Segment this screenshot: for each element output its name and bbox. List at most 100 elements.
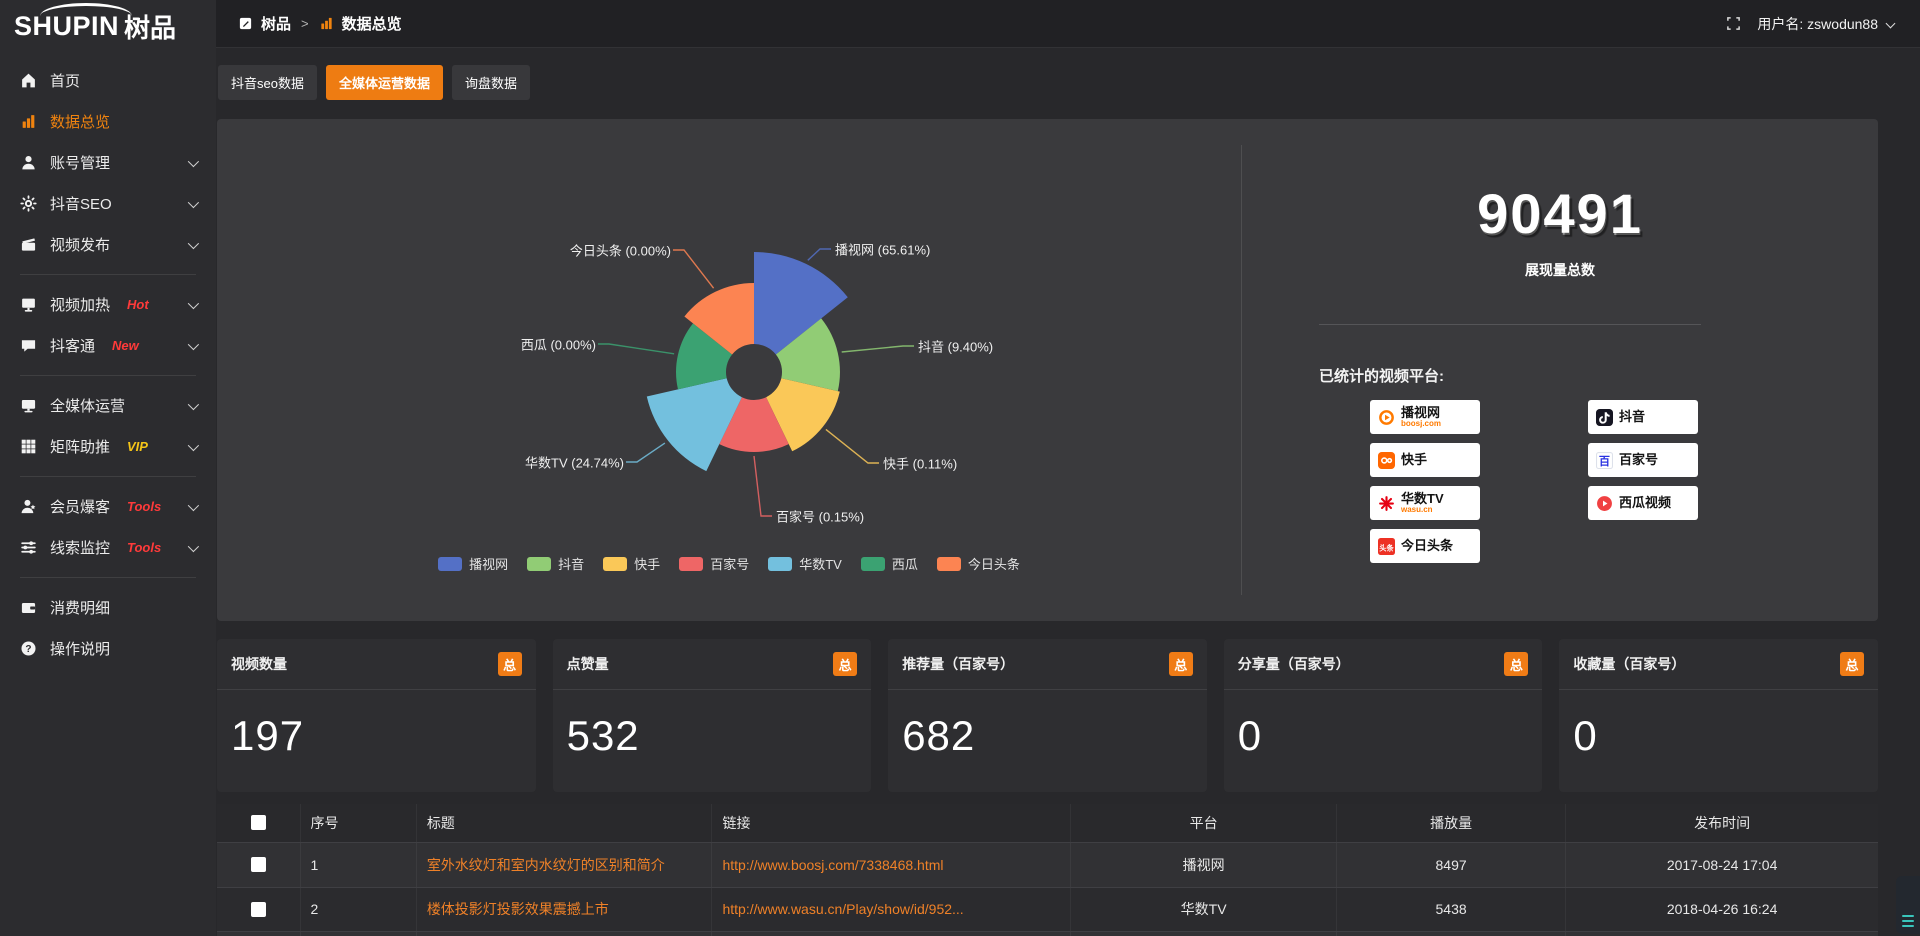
tab-全媒体运营数据[interactable]: 全媒体运营数据 — [325, 65, 443, 100]
tab-抖音seo数据[interactable]: 抖音seo数据 — [218, 65, 317, 100]
legend-swatch — [603, 556, 628, 571]
pie-slice-今日头条[interactable] — [684, 283, 754, 355]
stat-card-header: 分享量（百家号） 总 — [1223, 639, 1543, 690]
pie-label-line-快手 — [825, 428, 879, 464]
legend-swatch — [679, 556, 704, 571]
fullscreen-icon[interactable] — [1726, 16, 1741, 31]
breadcrumb-current: 数据总览 — [341, 16, 402, 33]
monitor-icon — [21, 399, 36, 413]
platform-badge-今日头条: 头条 今日头条 — [1370, 529, 1480, 563]
pie-slice-播视网[interactable] — [754, 252, 848, 355]
chevron-down-icon — [1885, 18, 1896, 29]
pie-slice-华数TV[interactable] — [646, 378, 742, 472]
stat-card-value: 532 — [566, 712, 640, 759]
sidebar-item-视频发布[interactable]: 视频发布 — [0, 224, 216, 265]
baijiahao-icon: 百 — [1596, 451, 1613, 469]
row-checkbox[interactable] — [250, 857, 266, 872]
platform-badge-name: 华数TV — [1401, 490, 1444, 506]
legend-label: 快手 — [634, 557, 661, 572]
legend-item-今日头条[interactable]: 今日头条 — [936, 554, 1020, 573]
xigua-icon — [1597, 495, 1612, 511]
stat-card-分享量（百家号）: 分享量（百家号） 总 0 — [1223, 639, 1543, 792]
pie-slice-百家号[interactable] — [719, 397, 789, 453]
chevron-down-icon — [187, 398, 200, 410]
stat-card-value: 0 — [1237, 712, 1263, 759]
pie-slice-抖音[interactable] — [775, 318, 840, 392]
sidebar-item-label: 数据总览 — [50, 114, 111, 131]
pie-slice-西瓜[interactable] — [676, 323, 733, 390]
platform-badges-left: 播视网 boosj.com 快手 华数TV wasu.cn 头条 今日头条 — [1370, 400, 1480, 563]
sidebar-item-label: 视频加热 — [50, 297, 111, 314]
column-header-平台: 平台 — [1070, 804, 1337, 843]
total-badge: 总 — [1839, 652, 1864, 676]
stat-card-header: 收藏量（百家号） 总 — [1559, 639, 1878, 690]
home-icon — [22, 73, 35, 88]
pie-slice-快手[interactable] — [766, 378, 840, 452]
column-header-标题: 标题 — [416, 804, 713, 843]
sidebar-item-账号管理[interactable]: 账号管理 — [0, 142, 216, 183]
stat-cards: 视频数量 总 197 点赞量 总 532 推荐量（百家号） 总 682 分享量（… — [217, 639, 1878, 792]
sidebar-item-线索监控[interactable]: 线索监控 Tools — [0, 527, 216, 568]
sidebar-item-label: 全媒体运营 — [50, 398, 126, 415]
sidebar-item-label: 首页 — [50, 73, 81, 90]
platform-badge-播视网: 播视网 boosj.com — [1370, 400, 1480, 434]
tab-询盘数据[interactable]: 询盘数据 — [451, 65, 530, 100]
pie-label-line-百家号 — [753, 455, 772, 517]
sidebar-item-数据总览[interactable]: 数据总览 — [0, 101, 216, 142]
sidebar-item-消费明细[interactable]: 消费明细 — [0, 587, 216, 628]
pie-label-西瓜: 西瓜 (0.00%) — [520, 337, 596, 353]
sidebar-item-label: 视频发布 — [50, 237, 111, 254]
select-all-checkbox[interactable] — [250, 815, 266, 831]
sidebar-divider — [20, 476, 196, 477]
platforms-title: 已统计的视频平台: — [1319, 368, 1444, 385]
user-menu[interactable]: 用户名: zswodun88 — [1757, 14, 1896, 34]
sliders-icon — [21, 541, 36, 554]
sidebar-item-视频加热[interactable]: 视频加热 Hot — [0, 284, 216, 325]
legend-swatch — [527, 556, 552, 571]
sidebar-item-首页[interactable]: 首页 — [0, 60, 216, 101]
legend-label: 抖音 — [558, 557, 585, 572]
cell-link[interactable]: http://www.boosj.com/7338468.html — [711, 842, 1072, 888]
sidebar-item-tag: New — [112, 338, 139, 353]
chat-icon — [21, 340, 36, 352]
legend-swatch — [768, 556, 793, 571]
legend-item-抖音[interactable]: 抖音 — [527, 554, 584, 573]
sidebar-item-操作说明[interactable]: ? 操作说明 — [0, 628, 216, 669]
sidebar-divider — [20, 274, 196, 275]
chevron-down-icon — [187, 439, 200, 451]
sidebar-item-抖客通[interactable]: 抖客通 New — [0, 325, 216, 366]
cell-time: 2017-08-24 17:04 — [1565, 842, 1878, 888]
logo-text-cn: 树品 — [124, 12, 177, 43]
sidebar-item-抖音SEO[interactable]: 抖音SEO — [0, 183, 216, 224]
column-header-链接: 链接 — [711, 804, 1072, 843]
row-checkbox[interactable] — [250, 901, 266, 917]
grid-icon — [21, 439, 36, 454]
cell-title[interactable]: 楼体投影灯投影效果震撼上市 — [416, 887, 713, 932]
sidebar-item-会员爆客[interactable]: 会员爆客 Tools — [0, 486, 216, 527]
pie-label-快手: 快手 (0.11%) — [883, 456, 958, 472]
legend-item-快手[interactable]: 快手 — [603, 554, 660, 573]
legend-item-西瓜[interactable]: 西瓜 — [860, 554, 918, 573]
sidebar-divider — [20, 375, 196, 376]
legend-swatch — [936, 556, 961, 571]
legend-swatch — [438, 556, 463, 571]
chevron-down-icon — [187, 540, 200, 552]
floating-service-widget[interactable] — [1896, 876, 1920, 934]
videos-table: 序号 标题 链接 平台 播放量 发布时间 1 室外水纹灯和室内水纹灯的区别和简介 http… — [217, 804, 1878, 936]
legend-item-播视网[interactable]: 播视网 — [438, 554, 508, 573]
pie-label-播视网: 播视网 (65.61%) — [835, 242, 931, 258]
summary-section: 90491 展现量总数 已统计的视频平台: 播视网 boosj.com 快手 华数TV… — [1241, 145, 1878, 595]
breadcrumb-home[interactable]: 树品 — [261, 16, 292, 33]
legend-item-华数TV[interactable]: 华数TV — [768, 554, 842, 573]
platform-badge-百家号: 百百家号 — [1588, 443, 1698, 477]
chevron-down-icon — [187, 237, 200, 249]
legend-item-百家号[interactable]: 百家号 — [679, 554, 749, 573]
cell-title[interactable]: 室外水纹灯和室内水纹灯的区别和简介 — [416, 842, 713, 888]
sidebar-item-矩阵助推[interactable]: 矩阵助推 VIP — [0, 426, 216, 467]
platform-badge-name: 西瓜视频 — [1619, 495, 1672, 511]
chevron-down-icon — [187, 297, 200, 309]
cell-link[interactable]: http://www.wasu.cn/Play/show/id/952... — [711, 887, 1072, 932]
chevron-down-icon — [187, 196, 200, 208]
sidebar-item-全媒体运营[interactable]: 全媒体运营 — [0, 385, 216, 426]
sidebar-item-label: 抖音SEO — [50, 196, 112, 213]
